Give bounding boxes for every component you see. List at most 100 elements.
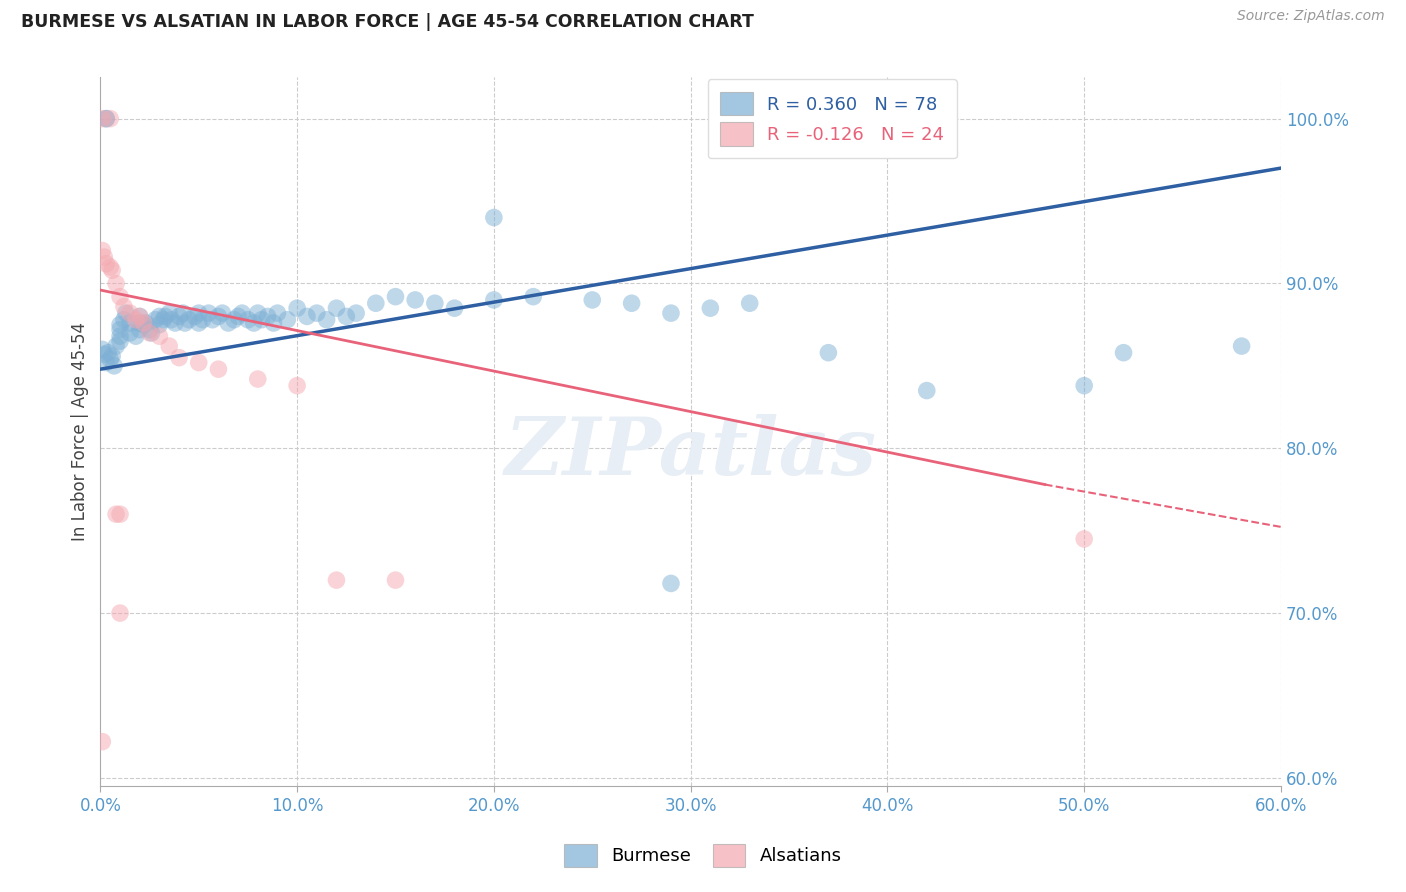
Point — [174, 316, 197, 330]
Point — [155, 310, 177, 324]
Point — [108, 329, 131, 343]
Point — [187, 355, 209, 369]
Point — [250, 312, 273, 326]
Point — [148, 318, 170, 332]
Point — [157, 306, 180, 320]
Point — [93, 250, 115, 264]
Point — [115, 306, 138, 320]
Point — [285, 378, 308, 392]
Point — [1073, 532, 1095, 546]
Point — [160, 312, 183, 326]
Point — [482, 211, 505, 225]
Point — [98, 260, 121, 274]
Point — [256, 310, 278, 324]
Point — [305, 306, 328, 320]
Point — [187, 316, 209, 330]
Point — [172, 306, 194, 320]
Point — [217, 316, 239, 330]
Point — [138, 326, 160, 340]
Point — [184, 310, 207, 324]
Point — [915, 384, 938, 398]
Point — [112, 300, 135, 314]
Point — [620, 296, 643, 310]
Point — [105, 507, 128, 521]
Point — [197, 306, 219, 320]
Point — [243, 316, 266, 330]
Point — [325, 573, 347, 587]
Point — [167, 351, 190, 365]
Point — [246, 372, 269, 386]
Point — [224, 312, 246, 326]
Point — [738, 296, 761, 310]
Point — [364, 296, 387, 310]
Point — [128, 316, 150, 330]
Point — [276, 312, 298, 326]
Point — [96, 257, 118, 271]
Point — [263, 316, 285, 330]
Point — [285, 301, 308, 315]
Point — [118, 326, 141, 340]
Point — [145, 312, 167, 326]
Point — [103, 359, 125, 373]
Point — [132, 318, 155, 332]
Point — [325, 301, 347, 315]
Point — [226, 310, 249, 324]
Point — [118, 306, 141, 320]
Point — [101, 263, 124, 277]
Point — [141, 326, 163, 340]
Point — [295, 310, 318, 324]
Point — [96, 355, 118, 369]
Point — [384, 290, 406, 304]
Point — [91, 343, 114, 357]
Text: ZIPatlas: ZIPatlas — [505, 414, 877, 491]
Point — [659, 306, 682, 320]
Point — [118, 316, 141, 330]
Point — [817, 345, 839, 359]
Point — [659, 576, 682, 591]
Point — [231, 306, 253, 320]
Point — [522, 290, 544, 304]
Point — [108, 507, 131, 521]
Point — [98, 352, 121, 367]
Point — [443, 301, 465, 315]
Point — [91, 734, 114, 748]
Point — [157, 339, 180, 353]
Point — [152, 312, 174, 326]
Point — [128, 310, 150, 324]
Point — [128, 323, 150, 337]
Point — [344, 306, 367, 320]
Legend: Burmese, Alsatians: Burmese, Alsatians — [557, 837, 849, 874]
Point — [165, 316, 187, 330]
Point — [125, 312, 148, 326]
Point — [148, 329, 170, 343]
Point — [112, 312, 135, 326]
Point — [108, 323, 131, 337]
Point — [105, 339, 128, 353]
Point — [187, 306, 209, 320]
Point — [125, 329, 148, 343]
Point — [101, 349, 124, 363]
Point — [91, 112, 114, 126]
Point — [246, 306, 269, 320]
Point — [96, 112, 118, 126]
Point — [148, 310, 170, 324]
Point — [315, 312, 337, 326]
Point — [384, 573, 406, 587]
Point — [91, 244, 114, 258]
Point — [108, 334, 131, 348]
Point — [236, 312, 259, 326]
Point — [97, 345, 120, 359]
Y-axis label: In Labor Force | Age 45-54: In Labor Force | Age 45-54 — [72, 322, 89, 541]
Point — [135, 316, 157, 330]
Point — [482, 293, 505, 307]
Legend: R = 0.360   N = 78, R = -0.126   N = 24: R = 0.360 N = 78, R = -0.126 N = 24 — [707, 79, 957, 158]
Point — [266, 306, 288, 320]
Point — [177, 312, 200, 326]
Point — [207, 362, 229, 376]
Point — [423, 296, 446, 310]
Point — [108, 606, 131, 620]
Point — [404, 293, 426, 307]
Point — [96, 112, 118, 126]
Point — [581, 293, 603, 307]
Point — [138, 323, 160, 337]
